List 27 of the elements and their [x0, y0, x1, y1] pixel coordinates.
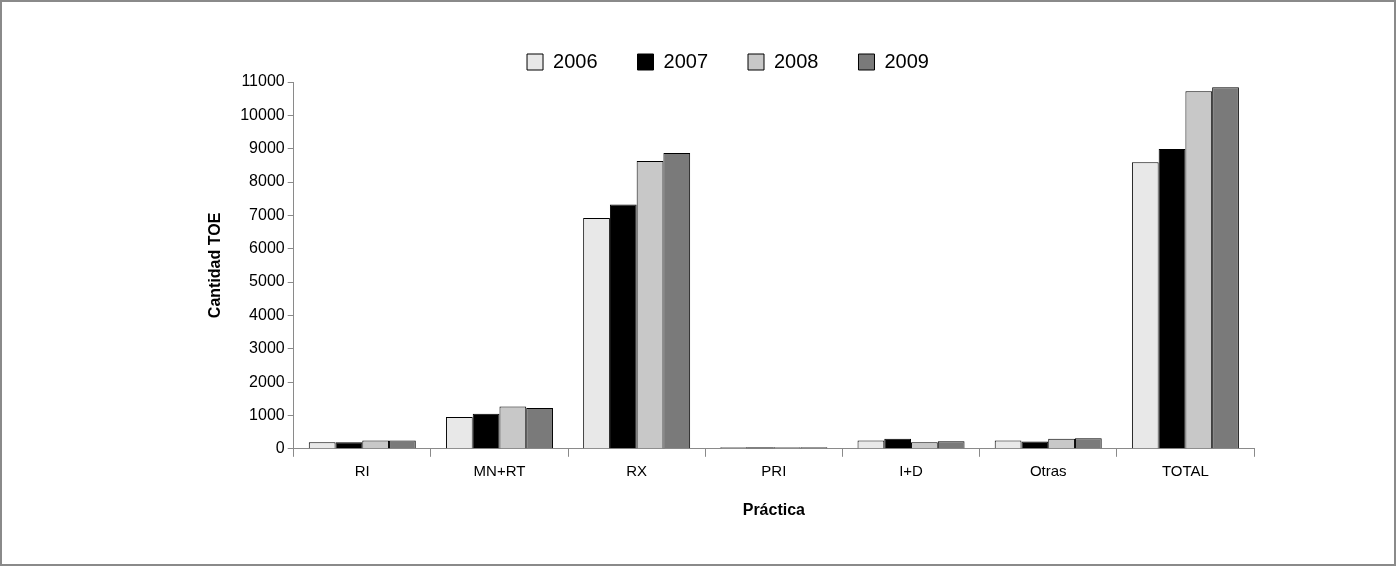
y-tick-label: 9000	[249, 139, 285, 157]
x-axis-title: Práctica	[742, 500, 806, 518]
x-tick-label: RX	[626, 461, 648, 479]
y-tick-label: 5000	[249, 272, 285, 290]
y-tick-label: 11000	[241, 72, 285, 90]
legend-label: 2006	[553, 49, 598, 72]
x-tick-label: I+D	[899, 461, 924, 479]
bar	[335, 442, 363, 449]
legend-label: 2007	[663, 49, 709, 72]
x-tick-label: MN+RT	[473, 461, 526, 479]
legend-label: 2008	[774, 49, 819, 72]
bar	[1158, 149, 1186, 449]
y-tick-label: 7000	[249, 205, 285, 223]
y-tick-label: 0	[275, 439, 285, 457]
y-tick-label: 1000	[249, 405, 285, 423]
x-tick-label: Otras	[1029, 461, 1067, 479]
y-axis-title: Cantidad TOE	[206, 212, 224, 319]
x-tick-label: PRI	[761, 461, 787, 479]
y-tick-label: 6000	[249, 239, 285, 257]
x-tick-label: RI	[354, 461, 370, 479]
y-tick-label: 3000	[249, 339, 285, 357]
x-tick-label: TOTAL	[1161, 461, 1209, 479]
y-tick-label: 8000	[249, 172, 285, 190]
y-tick-label: 2000	[249, 372, 285, 390]
y-tick-label: 10000	[240, 105, 285, 123]
y-tick-label: 4000	[249, 305, 285, 323]
legend-label: 2009	[884, 49, 929, 72]
